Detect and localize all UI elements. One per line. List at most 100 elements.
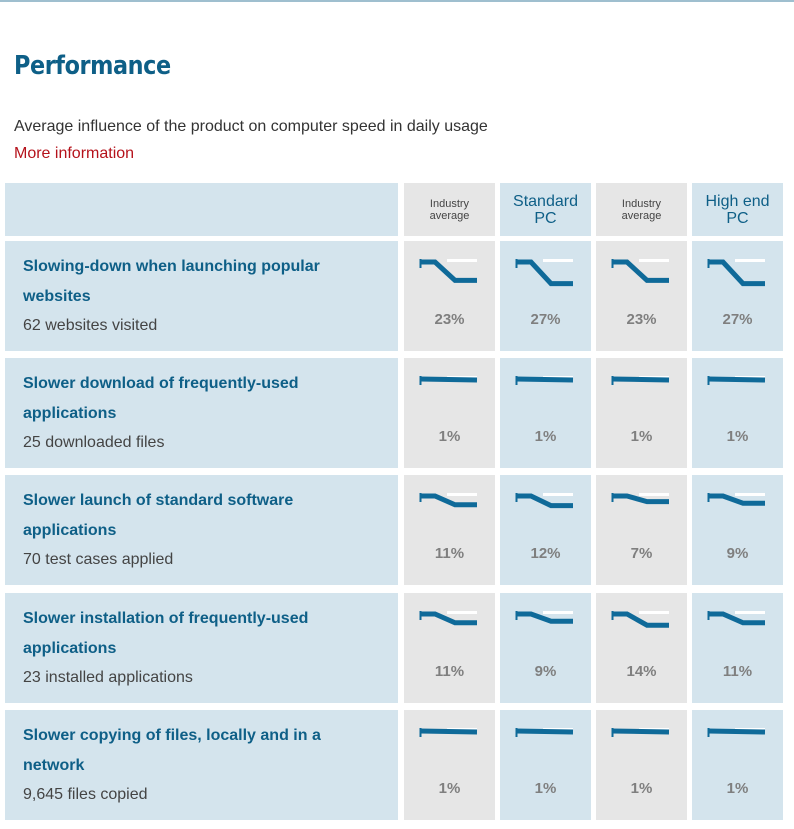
- column-header-line2: average: [621, 209, 662, 222]
- sparkline-line: [420, 493, 477, 508]
- slowdown-sparkline: [611, 376, 670, 385]
- page-title: Performance: [14, 51, 171, 81]
- slowdown-value: 1%: [726, 780, 749, 797]
- slowdown-value: 11%: [434, 663, 465, 680]
- slowdown-sparkline: [419, 376, 478, 385]
- column-header-line2: average: [429, 209, 470, 222]
- column-header-label: Industry average: [622, 198, 662, 222]
- result-cell: 1%: [500, 358, 591, 468]
- sparkline-line: [419, 376, 478, 383]
- sparkline-line: [420, 611, 477, 626]
- slowdown-sparkline: [707, 493, 765, 506]
- column-header-line2: PC: [534, 209, 557, 227]
- column-header-line1: Industry: [621, 197, 662, 210]
- slowdown-sparkline: [515, 611, 573, 624]
- slowdown-sparkline: [611, 611, 669, 628]
- row-title: Slower installation of frequently-used a…: [23, 610, 309, 657]
- slowdown-sparkline: [611, 728, 670, 737]
- slowdown-sparkline: [707, 611, 765, 626]
- sparkline-line: [708, 259, 765, 287]
- column-header-line1: High end: [705, 192, 770, 210]
- result-cell: 23%: [404, 241, 495, 351]
- slowdown-sparkline: [419, 728, 478, 737]
- table-row: Slowing-down when launching popular webs…: [5, 241, 785, 351]
- row-title: Slower launch of standard software appli…: [23, 492, 294, 539]
- slowdown-sparkline: [611, 493, 669, 505]
- sparkline-highlight: [447, 493, 477, 496]
- slowdown-value: 23%: [434, 311, 465, 328]
- slowdown-value: 11%: [434, 545, 465, 562]
- row-label-cell: Slower download of frequently-used appli…: [5, 358, 398, 468]
- slowdown-sparkline: [515, 376, 574, 385]
- slowdown-sparkline: [611, 259, 669, 283]
- row-subtitle: 62 websites visited: [23, 317, 158, 334]
- column-header-label: High end PC: [705, 193, 769, 227]
- sparkline-line: [612, 493, 669, 505]
- column-header-label: Industry average: [430, 198, 470, 222]
- slowdown-sparkline: [515, 259, 573, 287]
- result-cell: 23%: [596, 241, 687, 351]
- result-cell: 1%: [596, 358, 687, 468]
- column-header-label: Standard PC: [513, 193, 578, 227]
- result-cell: 12%: [500, 475, 591, 585]
- slowdown-value: 27%: [530, 311, 561, 328]
- page-subtitle: Average influence of the product on comp…: [14, 118, 488, 135]
- slowdown-value: 12%: [530, 545, 561, 562]
- result-cell: 1%: [404, 358, 495, 468]
- table-row: Slower launch of standard software appli…: [5, 475, 785, 585]
- sparkline-highlight: [447, 259, 477, 262]
- column-header-2: Standard PC: [500, 183, 591, 236]
- result-cell: 9%: [500, 593, 591, 703]
- column-header-line1: Standard: [513, 192, 578, 210]
- sparkline-line: [611, 376, 670, 383]
- slowdown-sparkline: [515, 728, 574, 737]
- result-cell: 1%: [404, 710, 495, 820]
- sparkline-highlight: [543, 259, 573, 262]
- sparkline-line: [612, 259, 669, 283]
- result-cell: 9%: [692, 475, 783, 585]
- column-header-line1: Industry: [429, 197, 470, 210]
- result-cell: 1%: [596, 710, 687, 820]
- slowdown-value: 11%: [722, 663, 753, 680]
- result-cell: 14%: [596, 593, 687, 703]
- row-title: Slowing-down when launching popular webs…: [23, 258, 320, 305]
- slowdown-value: 9%: [726, 545, 749, 562]
- table-row: Slower installation of frequently-used a…: [5, 593, 785, 703]
- row-subtitle: 25 downloaded files: [23, 434, 165, 451]
- result-cell: 1%: [692, 358, 783, 468]
- column-header-3: Industry average: [596, 183, 687, 236]
- performance-table: Industry average Standard PC Industry average…: [5, 183, 785, 825]
- slowdown-sparkline: [707, 259, 765, 287]
- slowdown-sparkline: [419, 493, 477, 508]
- sparkline-line: [515, 728, 574, 735]
- result-cell: 11%: [404, 475, 495, 585]
- table-row: Slower download of frequently-used appli…: [5, 358, 785, 468]
- slowdown-value: 1%: [438, 780, 461, 797]
- sparkline-line: [516, 611, 573, 624]
- sparkline-line: [420, 259, 477, 283]
- more-information-link[interactable]: More information: [14, 145, 135, 162]
- row-subtitle: 70 test cases applied: [23, 551, 174, 568]
- sparkline-line: [707, 376, 766, 383]
- slowdown-sparkline: [707, 376, 766, 385]
- row-label-cell: Slower copying of files, locally and in …: [5, 710, 398, 820]
- result-cell: 11%: [404, 593, 495, 703]
- row-subtitle: 9,645 files copied: [23, 786, 148, 803]
- result-cell: 1%: [692, 710, 783, 820]
- result-cell: 1%: [500, 710, 591, 820]
- slowdown-value: 27%: [722, 311, 753, 328]
- sparkline-highlight: [639, 259, 669, 262]
- table-row: Slower copying of files, locally and in …: [5, 710, 785, 820]
- result-cell: 7%: [596, 475, 687, 585]
- sparkline-line: [516, 259, 573, 287]
- sparkline-highlight: [735, 611, 765, 614]
- row-label-cell: Slower installation of frequently-used a…: [5, 593, 398, 703]
- sparkline-line: [708, 493, 765, 506]
- sparkline-highlight: [447, 611, 477, 614]
- row-title: Slower download of frequently-used appli…: [23, 375, 299, 422]
- sparkline-line: [708, 611, 765, 626]
- header-label-cell: [5, 183, 398, 236]
- sparkline-line: [707, 728, 766, 735]
- slowdown-sparkline: [515, 493, 573, 509]
- sparkline-line: [515, 376, 574, 383]
